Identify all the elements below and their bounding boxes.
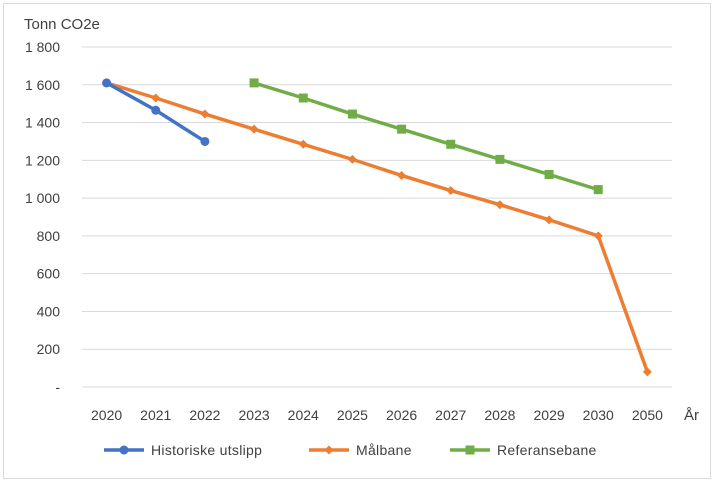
data-point (544, 170, 554, 179)
x-tick-label: 2027 (435, 407, 466, 423)
y-tick-label: 1 200 (25, 152, 60, 168)
y-tick-label: 1 600 (25, 77, 60, 93)
data-point (347, 109, 357, 119)
y-axis-title: Tonn CO2e (24, 16, 100, 33)
x-tick-label: 2022 (189, 407, 220, 423)
series-line (106, 81, 650, 373)
x-tick-label: 2024 (288, 407, 319, 423)
data-point (495, 200, 505, 210)
data-point (151, 93, 161, 103)
data-point (397, 170, 407, 180)
x-tick-label: 2021 (140, 407, 171, 423)
series-2 (249, 78, 603, 195)
x-tick-label: 2025 (337, 407, 368, 423)
data-point (298, 93, 308, 103)
data-point (298, 139, 308, 149)
data-point (119, 445, 129, 455)
chart-frame: Tonn CO2e - 200 400 600 800 1 000 1 200 1 400 1 … (3, 3, 711, 479)
y-tick-label: - (55, 379, 60, 395)
data-point (642, 367, 652, 377)
series-line (253, 81, 599, 192)
y-tick-label: 1 000 (25, 190, 60, 206)
y-tick-label: 1 800 (25, 39, 60, 55)
x-tick-label: 2020 (91, 407, 122, 423)
legend-label: Målbane (356, 442, 412, 458)
data-point (200, 109, 210, 119)
data-point (324, 445, 334, 455)
x-tick-label: 2030 (583, 407, 614, 423)
data-point (249, 78, 259, 88)
data-point (495, 154, 505, 164)
x-tick-label: 2050 (632, 407, 663, 423)
series-0 (102, 78, 210, 146)
x-tick-label: 2026 (386, 407, 417, 423)
legend-label: Historiske utslipp (151, 442, 262, 458)
data-point (200, 136, 210, 146)
data-point (593, 185, 603, 195)
data-point (593, 231, 603, 241)
line-chart: Tonn CO2e - 200 400 600 800 1 000 1 200 1 400 1 … (24, 16, 699, 458)
data-point (544, 215, 554, 225)
legend-label: Referansebane (497, 442, 597, 458)
x-axis-title: År (684, 407, 699, 424)
data-point (102, 78, 112, 88)
y-tick-label: 800 (37, 228, 61, 244)
x-tick-label: 2029 (534, 407, 565, 423)
y-tick-label: 200 (37, 341, 61, 357)
data-point (151, 105, 161, 115)
legend: Historiske utslipp Målbane Referansebane (104, 442, 597, 458)
y-tick-label: 600 (37, 266, 61, 282)
data-point (397, 124, 407, 134)
data-point (249, 124, 259, 134)
data-point (446, 186, 456, 196)
data-point (465, 445, 475, 455)
y-axis-ticks: - 200 400 600 800 1 000 1 200 1 400 1 600 1 800 (25, 39, 60, 395)
y-tick-label: 1 400 (25, 115, 60, 131)
x-tick-label: 2028 (484, 407, 515, 423)
y-tick-label: 400 (37, 303, 61, 319)
data-point (347, 154, 357, 164)
data-point (446, 139, 456, 149)
series-layer (102, 78, 652, 377)
x-tick-label: 2023 (239, 407, 270, 423)
gridlines (82, 46, 672, 388)
x-axis-ticks: 2020 2021 2022 2023 2024 2025 2026 2027 2028 2029… (91, 407, 663, 423)
